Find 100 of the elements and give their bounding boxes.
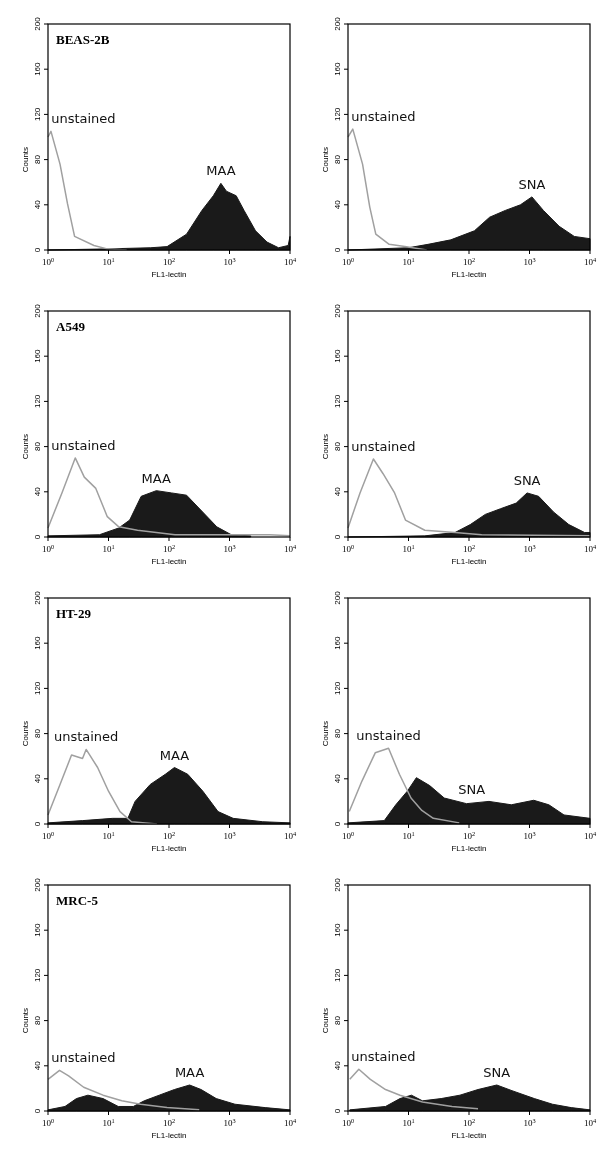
x-tick-label: 10$^{3}$: [523, 829, 536, 841]
x-axis-title: FL1-lectin: [451, 1131, 487, 1140]
y-axis-title: Counts: [321, 146, 330, 173]
series-label: unstained: [351, 1049, 416, 1065]
y-tick-label: 120: [333, 681, 342, 696]
y-tick-label: 160: [333, 61, 342, 76]
y-tick-label: 200: [33, 590, 42, 605]
text: MRC-5: [56, 893, 99, 908]
y-tick-label: 160: [333, 635, 342, 650]
y-tick-label: 200: [333, 16, 342, 31]
y-tick-label: 80: [333, 441, 342, 452]
y-tick-label: 120: [333, 394, 342, 409]
x-tick-label: 10$^{0}$: [41, 255, 55, 267]
y-axis-title: Counts: [21, 146, 30, 173]
x-tick-label: 10$^{0}$: [341, 542, 355, 554]
x-axis-title: FL1-lectin: [151, 557, 187, 566]
y-axis-title: Counts: [21, 720, 30, 747]
y-tick-label: 120: [333, 968, 342, 983]
y-tick-label: 0: [333, 534, 342, 540]
y-tick-label: 120: [333, 107, 342, 122]
series-label: unstained: [51, 437, 116, 453]
y-axis-title: Counts: [321, 720, 330, 747]
series-label: MAA: [141, 470, 172, 486]
y-tick-label: 80: [333, 1015, 342, 1026]
text: HT-29: [56, 606, 92, 621]
y-tick-label: 0: [33, 534, 42, 540]
y-tick-label: 40: [333, 773, 342, 784]
y-tick-label: 40: [333, 486, 342, 497]
y-tick-label: 80: [33, 441, 42, 452]
series-label: unstained: [53, 729, 119, 745]
y-tick-label: 80: [33, 1015, 42, 1026]
x-tick-label: 10$^{1}$: [102, 255, 115, 267]
x-tick-label: 10$^{2}$: [162, 1116, 176, 1128]
y-tick-label: 160: [33, 348, 42, 363]
x-axis-title: FL1-lectin: [451, 557, 487, 566]
y-tick-label: 40: [333, 1060, 342, 1071]
x-tick-label: 10$^{1}$: [402, 1116, 415, 1128]
x-tick-label: 10$^{4}$: [283, 1116, 297, 1128]
x-tick-label: 10$^{3}$: [523, 1116, 536, 1128]
y-axis-title: Counts: [321, 1007, 330, 1034]
x-tick-label: 10$^{0}$: [341, 829, 355, 841]
x-axis-title: FL1-lectin: [151, 844, 187, 853]
y-tick-label: 200: [33, 16, 42, 31]
x-tick-label: 10$^{4}$: [283, 255, 297, 267]
y-tick-label: 120: [33, 968, 42, 983]
x-tick-label: 10$^{4}$: [583, 829, 597, 841]
x-tick-label: 10$^{1}$: [402, 829, 415, 841]
series-label: SNA: [483, 1065, 511, 1081]
y-tick-label: 0: [33, 1108, 42, 1114]
series-label: unstained: [356, 728, 421, 744]
x-tick-label: 10$^{0}$: [341, 1116, 355, 1128]
y-tick-label: 160: [33, 635, 42, 650]
text: BEAS-2B: [56, 32, 110, 47]
y-tick-label: 160: [333, 922, 342, 937]
x-tick-label: 10$^{1}$: [102, 1116, 115, 1128]
x-tick-label: 10$^{0}$: [41, 829, 55, 841]
y-tick-label: 120: [33, 107, 42, 122]
y-tick-label: 0: [333, 247, 342, 253]
y-tick-label: 40: [33, 199, 42, 210]
x-tick-label: 10$^{2}$: [462, 542, 476, 554]
y-tick-label: 160: [33, 922, 42, 937]
x-tick-label: 10$^{4}$: [583, 255, 597, 267]
series-label: MAA: [206, 163, 236, 179]
x-tick-label: 10$^{1}$: [402, 255, 415, 267]
x-tick-label: 10$^{0}$: [341, 255, 355, 267]
y-tick-label: 0: [33, 247, 42, 253]
x-tick-label: 10$^{3}$: [523, 255, 536, 267]
x-tick-label: 10$^{3}$: [223, 255, 236, 267]
series-label: unstained: [51, 111, 116, 127]
y-tick-label: 200: [33, 303, 42, 318]
x-tick-label: 10$^{0}$: [41, 1116, 55, 1128]
y-axis-title: Counts: [321, 433, 330, 460]
y-tick-label: 160: [333, 348, 342, 363]
y-tick-label: 0: [333, 821, 342, 827]
y-tick-label: 80: [33, 154, 42, 165]
x-tick-label: 10$^{2}$: [462, 1116, 476, 1128]
series-label: unstained: [351, 109, 416, 125]
x-tick-label: 10$^{2}$: [462, 829, 476, 841]
x-tick-label: 10$^{1}$: [102, 542, 115, 554]
y-axis-title: Counts: [21, 433, 30, 460]
series-label: unstained: [51, 1050, 116, 1066]
x-axis-title: FL1-lectin: [151, 270, 187, 279]
y-tick-label: 120: [33, 394, 42, 409]
x-tick-label: 10$^{3}$: [223, 1116, 236, 1128]
y-tick-label: 200: [33, 877, 42, 892]
series-label: MAA: [159, 747, 190, 763]
x-axis-title: FL1-lectin: [451, 270, 487, 279]
y-tick-label: 40: [33, 1060, 42, 1071]
x-tick-label: 10$^{4}$: [283, 542, 297, 554]
series-label: SNA: [458, 781, 486, 797]
y-tick-label: 0: [33, 821, 42, 827]
y-tick-label: 0: [333, 1108, 342, 1114]
x-tick-label: 10$^{2}$: [162, 829, 176, 841]
y-tick-label: 40: [33, 486, 42, 497]
x-tick-label: 10$^{2}$: [162, 255, 176, 267]
x-tick-label: 10$^{2}$: [162, 542, 176, 554]
y-tick-label: 40: [333, 199, 342, 210]
x-tick-label: 10$^{2}$: [462, 255, 476, 267]
x-tick-label: 10$^{3}$: [223, 542, 236, 554]
text: A549: [56, 319, 86, 334]
